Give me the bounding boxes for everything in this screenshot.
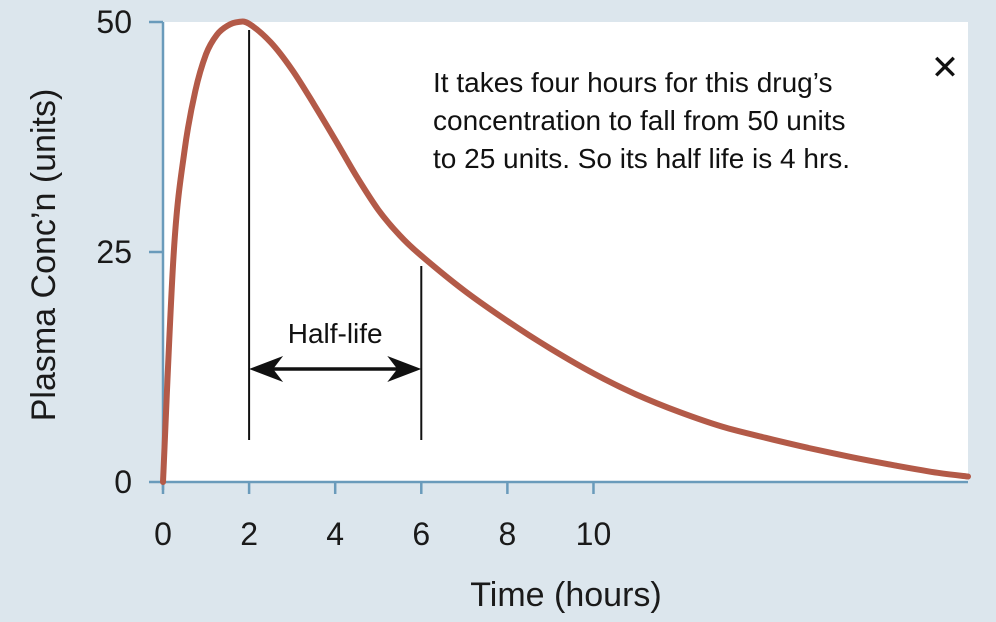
half-life-label: Half-life xyxy=(288,318,383,349)
y-axis-title: Plasma Conc’n (units) xyxy=(25,89,63,422)
half-life-arrow-left-head xyxy=(249,356,284,382)
x-tick-label: 10 xyxy=(576,516,612,552)
marks xyxy=(160,18,971,485)
annotations: Half-life It takes four hours for this dr… xyxy=(248,30,850,440)
x-tick-label: 6 xyxy=(412,516,430,552)
y-tick-label: 25 xyxy=(96,234,132,270)
half-life-arrow-right-head xyxy=(387,356,422,382)
close-icon[interactable]: ✕ xyxy=(931,48,960,88)
x-tick-label: 4 xyxy=(326,516,344,552)
x-tick-label: 8 xyxy=(498,516,516,552)
plot-area xyxy=(163,22,968,482)
annotation-note-line: It takes four hours for this drug’s xyxy=(433,67,832,98)
concentration-curve xyxy=(160,18,971,485)
x-axis-title: Time (hours) xyxy=(470,576,661,614)
x-tick-label: 0 xyxy=(154,516,172,552)
annotation-note-line: concentration to fall from 50 units xyxy=(433,105,845,136)
annotation-note-line: to 25 units. So its half life is 4 hrs. xyxy=(433,143,850,174)
y-tick-label: 0 xyxy=(114,464,132,500)
axes xyxy=(161,22,968,490)
ticks: 0 2 4 6 8 10 0 25 50 xyxy=(96,4,611,552)
y-tick-label: 50 xyxy=(96,4,132,40)
x-tick-label: 2 xyxy=(240,516,258,552)
close-button[interactable]: ✕ xyxy=(931,48,960,88)
